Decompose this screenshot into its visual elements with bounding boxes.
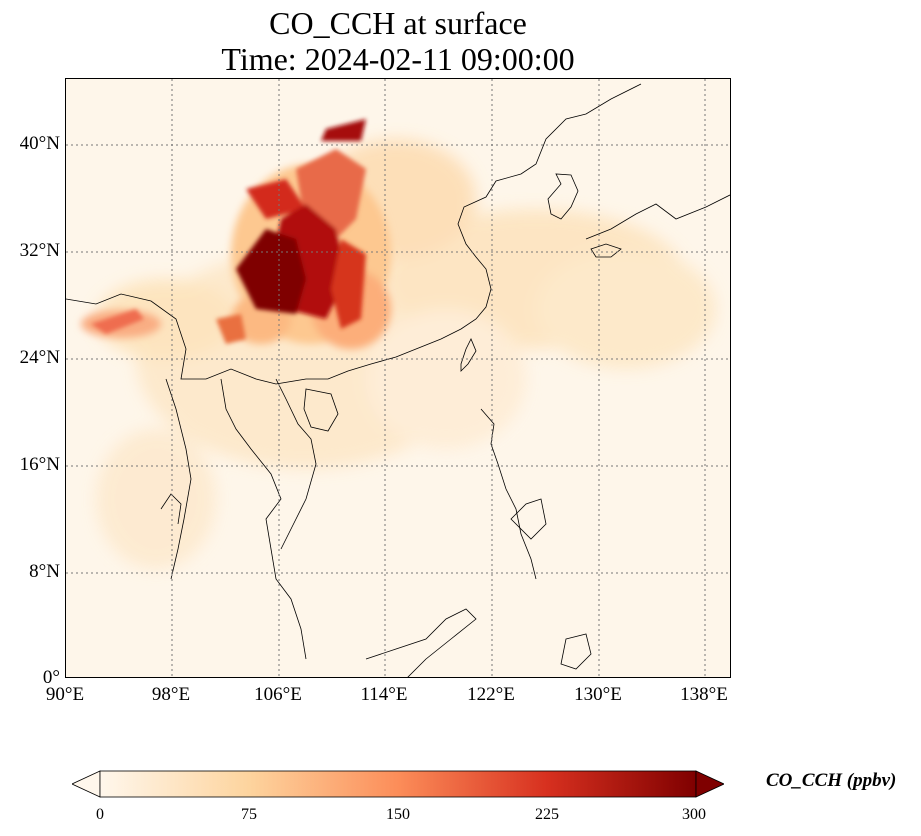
coastlines (66, 83, 730, 677)
map-canvas (66, 79, 730, 677)
colorbar-gradient (99, 770, 697, 798)
lon-tick-122e: 122°E (467, 684, 515, 705)
colorbar-extend-min (72, 770, 101, 798)
lat-tick-32n: 32°N (19, 240, 60, 261)
colorbar-tick-300: 300 (682, 806, 706, 823)
colorbar-extend-max (695, 770, 724, 798)
lat-tick-8n: 8°N (29, 561, 60, 582)
colorbar-label: CO_CCH (ppbv) (766, 770, 897, 791)
colorbar-tick-75: 75 (241, 806, 257, 823)
lat-tick-0: 0° (42, 667, 60, 688)
colorbar-tick-150: 150 (386, 806, 410, 823)
lat-tick-40n: 40°N (19, 133, 60, 154)
colorbar-tick-225: 225 (535, 806, 559, 823)
map-title: CO_CCH at surface (269, 5, 527, 41)
colorbar (72, 770, 724, 798)
concentration-field (81, 119, 716, 569)
colorbar-tick-0: 0 (96, 806, 104, 823)
lon-tick-106e: 106°E (254, 684, 302, 705)
lat-tick-24n: 24°N (19, 347, 60, 368)
lon-tick-130e: 130°E (574, 684, 622, 705)
lon-tick-114e: 114°E (360, 684, 408, 705)
map-subtitle-time: Time: 2024-02-11 09:00:00 (221, 41, 575, 77)
lat-tick-16n: 16°N (19, 454, 60, 475)
lon-tick-138e: 138°E (680, 684, 728, 705)
gridlines (66, 79, 730, 677)
lon-tick-90e: 90°E (45, 684, 85, 705)
map-panel (65, 78, 731, 678)
lon-tick-98e: 98°E (151, 684, 191, 705)
